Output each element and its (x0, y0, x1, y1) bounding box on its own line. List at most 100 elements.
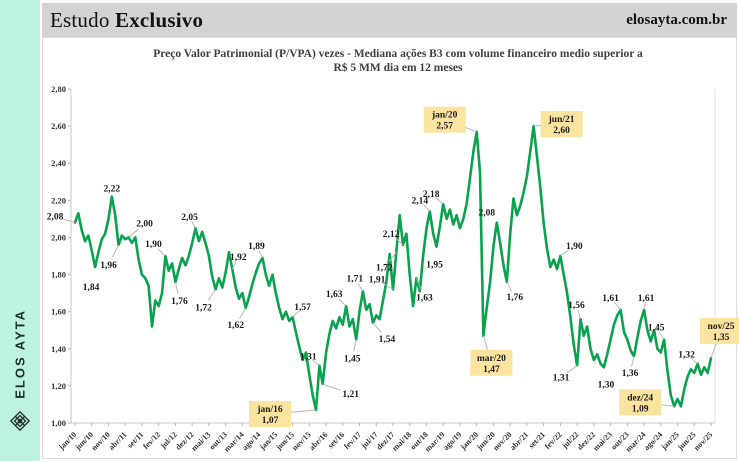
x-tick-label: mai/23 (591, 430, 614, 453)
annotation-leader (690, 357, 698, 364)
y-tick-label: 2,60 (51, 121, 66, 131)
point-value-label: 1,76 (171, 297, 188, 307)
annotation-leader (353, 339, 357, 352)
point-value-label: 2,08 (478, 209, 495, 219)
point-value-label: 1,89 (248, 242, 265, 252)
pvpa-line-chart: Preço Valor Patrimonial (P/VPA) vezes - … (47, 48, 739, 454)
x-tick-label: abr/11 (107, 430, 129, 452)
annotation-leader (239, 307, 247, 319)
point-value-label: 1,90 (145, 240, 162, 250)
highlight-callout-box (423, 106, 466, 133)
brand-sidebar: ELOS AYTA (0, 0, 40, 461)
annotation-leader (395, 237, 404, 246)
x-tick-label: fev/17 (342, 430, 363, 451)
y-tick-label: 2,40 (51, 158, 66, 168)
point-value-label: 1,21 (342, 390, 359, 400)
x-tick-label: mai/13 (190, 430, 213, 453)
y-tick-label: 1,20 (51, 381, 66, 391)
annotation-leader (631, 356, 635, 367)
y-tick-label: 1,80 (51, 270, 66, 280)
annotation-leader (357, 282, 364, 292)
page-title-regular: Estudo (50, 7, 110, 32)
point-value-label: 1,63 (416, 293, 433, 303)
header-bar: Estudo Exclusivo elosayta.com.br (42, 3, 737, 37)
highlight-callout-value: 2,57 (436, 122, 453, 132)
y-tick-label: 2,00 (51, 232, 66, 242)
chart-card: Preço Valor Patrimonial (P/VPA) vezes - … (42, 37, 739, 459)
annotation-leader (322, 383, 341, 391)
annotation-leader (560, 249, 570, 257)
site-url: elosayta.com.br (626, 11, 727, 28)
x-tick-label: ago/14 (240, 430, 262, 452)
highlight-callout-value: 1,09 (632, 404, 649, 414)
x-tick-label: set/16 (326, 430, 346, 450)
annotation-leader (207, 289, 216, 301)
annotation-leader (658, 331, 665, 340)
point-value-label: 1,96 (100, 261, 117, 271)
point-value-label: 1,45 (344, 355, 361, 365)
annotation-leader (423, 204, 431, 212)
x-tick-label: fev/22 (543, 430, 564, 451)
annotation-leader (506, 281, 513, 292)
annotation-leader (62, 218, 76, 224)
highlight-callout-date: nov/25 (708, 322, 735, 332)
point-value-label: 2,22 (104, 185, 121, 195)
y-tick-label: 1,00 (51, 418, 66, 428)
x-tick-label: jan/10 (56, 430, 78, 452)
x-tick-label: abr/21 (508, 430, 530, 452)
annotation-leader (312, 359, 320, 366)
x-tick-label: abr/16 (307, 430, 329, 452)
highlight-callout-date: jan/20 (431, 111, 458, 121)
point-value-label: 1,61 (638, 294, 655, 304)
y-tick-label: 1,60 (51, 307, 66, 317)
annotation-leader (174, 281, 179, 294)
point-value-label: 1,91 (369, 275, 386, 285)
highlight-callout-value: 2,60 (553, 126, 570, 136)
point-value-label: 1,36 (622, 369, 639, 379)
highlight-callout-date: jan/16 (256, 405, 283, 415)
point-value-label: 1,84 (83, 283, 100, 293)
annotation-leader (577, 310, 581, 320)
point-value-label: 1,56 (568, 301, 585, 311)
point-value-label: 1,31 (553, 373, 570, 383)
pvpa-series-line (73, 124, 713, 412)
annotation-leader (388, 252, 397, 262)
point-value-label: 1,90 (566, 242, 583, 252)
brand-logo-icon (9, 410, 31, 437)
point-value-label: 1,61 (602, 294, 619, 304)
annotation-leader (614, 302, 621, 311)
highlight-callout-box (540, 111, 583, 138)
page-title: Estudo Exclusivo (50, 8, 203, 33)
point-value-label: 1,57 (294, 303, 311, 313)
annotation-leader (372, 322, 382, 334)
chart-title-line2: R$ 5 MM dia em 12 meses (333, 61, 463, 74)
point-value-label: 2,18 (423, 190, 440, 200)
point-value-label: 1,72 (195, 303, 212, 313)
point-value-label: 1,71 (347, 274, 364, 284)
point-value-label: 1,76 (506, 293, 523, 303)
highlight-callout-date: mar/20 (477, 354, 506, 364)
annotation-leader (287, 409, 317, 413)
point-value-label: 1,32 (678, 351, 695, 361)
page-title-bold: Exclusivo (115, 7, 204, 32)
highlight-callout-box (249, 401, 292, 428)
annotation-leader (435, 197, 444, 205)
point-value-label: 1,54 (379, 335, 396, 345)
point-value-label: 1,95 (426, 261, 443, 271)
annotation-leader (382, 282, 394, 290)
x-tick-label: set/21 (527, 430, 547, 450)
highlight-callout-date: jun/21 (548, 115, 575, 125)
highlight-callout-value: 1,07 (262, 416, 279, 426)
point-value-label: 2,05 (181, 213, 198, 223)
annotation-leader (416, 278, 422, 291)
x-tick-label: jan/25 (659, 430, 681, 452)
point-value-label: 1,72 (376, 263, 393, 273)
chart-title-line1: Preço Valor Patrimonial (P/VPA) vezes - … (153, 48, 643, 60)
highlight-callout-value: 1,35 (713, 333, 730, 343)
annotation-leader (292, 310, 300, 318)
point-value-label: 1,63 (326, 290, 343, 300)
point-value-label: 1,45 (648, 324, 665, 334)
x-tick-label: fev/12 (141, 430, 162, 451)
annotation-leader (643, 302, 646, 310)
y-tick-label: 1,40 (51, 344, 66, 354)
